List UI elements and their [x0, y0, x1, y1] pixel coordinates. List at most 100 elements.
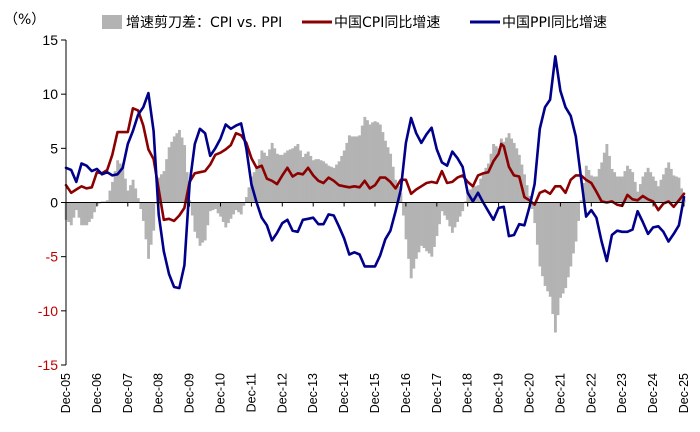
spread-area-bar [275, 153, 279, 203]
x-tick-label: Dec-24 [646, 373, 660, 413]
spread-area-bar [597, 168, 601, 203]
spread-area-bar [270, 142, 274, 203]
spread-area-bar [363, 116, 367, 203]
y-tick-label: -10 [38, 303, 58, 319]
legend-label-spread: 增速剪刀差：CPI vs. PPI [126, 15, 282, 31]
y-tick-label: -5 [46, 249, 59, 265]
spread-area-bar [409, 202, 413, 279]
spread-area-bar [386, 147, 390, 203]
spread-area-bar [219, 202, 223, 217]
x-tick-label: Dec-21 [553, 373, 567, 413]
spread-area-bar [564, 202, 568, 289]
spread-area-bar [450, 202, 454, 233]
spread-area-bar [579, 200, 583, 203]
x-tick-label: Dec-22 [584, 373, 598, 413]
spread-area-bar [587, 170, 591, 203]
spread-area-bar [458, 202, 462, 217]
y-tick-label: 10 [42, 86, 58, 102]
spread-area-bar [420, 202, 423, 246]
spread-area-bar [82, 202, 86, 226]
spread-area-bar [497, 148, 501, 203]
spread-area-bar [216, 202, 220, 214]
spread-area-bar [502, 141, 506, 203]
spread-area-bar [641, 176, 645, 203]
spread-area-bar [224, 202, 228, 228]
spread-area-bar [559, 202, 562, 298]
spread-area-bar [461, 202, 465, 212]
spread-area-bar [111, 181, 114, 203]
spread-area-bar [626, 165, 629, 203]
spread-area-bar [262, 152, 266, 203]
spread-area-bar [353, 136, 356, 203]
spread-area-bar [77, 202, 81, 218]
spread-area-bar [214, 202, 217, 209]
spread-area-bar [551, 202, 555, 315]
spread-area-bar [234, 202, 238, 211]
spread-area-bar [631, 172, 635, 203]
x-tick-label: Dec-19 [492, 373, 506, 413]
spread-area-bar [571, 202, 575, 254]
spread-area-bar [90, 202, 94, 219]
spread-area-bar [590, 175, 593, 203]
spread-area-bar [376, 122, 380, 203]
spread-area-bar [412, 202, 416, 269]
x-tick-label: Dec-07 [121, 373, 135, 413]
spread-area-bar [208, 202, 212, 212]
spread-area-bar [605, 144, 609, 203]
spread-area-bar [556, 202, 560, 316]
spread-area-bar [283, 152, 287, 203]
spread-area-bar [69, 202, 73, 226]
spread-area-bar [389, 153, 393, 203]
spread-area-bar [144, 202, 148, 240]
spread-area-bar [123, 178, 127, 203]
x-tick-label: Dec-06 [90, 373, 104, 413]
x-tick-label: Dec-18 [461, 373, 475, 413]
spread-area-bar [116, 160, 120, 203]
spread-area-bar [435, 202, 439, 237]
spread-area-bar [244, 197, 248, 203]
spread-area-bar [381, 132, 385, 203]
spread-area-bar [239, 202, 243, 215]
spread-area-bar [481, 173, 485, 203]
x-tick-label: Dec-14 [337, 373, 351, 413]
spread-area-bar [347, 135, 351, 203]
spread-area-bar [487, 163, 490, 203]
spread-area-bar [342, 150, 346, 203]
spread-area-bar [350, 136, 354, 203]
spread-area-bar [167, 147, 171, 203]
spread-area-bar [492, 144, 496, 203]
x-tick-label: Dec-10 [214, 373, 228, 413]
spread-area-bar [162, 171, 166, 203]
spread-area-bar [574, 202, 578, 242]
spread-area-bar [669, 168, 673, 203]
spread-area-bar [301, 157, 305, 203]
spread-area-bar [553, 202, 557, 333]
spread-area-bar [644, 172, 647, 203]
spread-area-bar [103, 201, 107, 203]
spread-area-bar [448, 202, 452, 227]
spread-area-bar [252, 172, 256, 203]
spread-area-bar [453, 202, 457, 228]
spread-area-bar [541, 202, 544, 277]
spread-area-bar [121, 166, 125, 203]
spread-area-bar [147, 202, 150, 259]
ppi-line [64, 55, 686, 290]
spread-area-bar [237, 202, 241, 213]
spread-area-bar [85, 202, 89, 226]
spread-area-bar [618, 176, 622, 203]
spread-area-bar [646, 167, 650, 203]
x-tick-label: Dec-23 [615, 373, 629, 413]
spread-area-bar [489, 153, 493, 203]
spread-area-bar [456, 202, 459, 222]
spread-area-bar [273, 148, 277, 203]
spread-area-bar [633, 181, 637, 203]
spread-area-bar [358, 135, 362, 203]
spread-area-bar [636, 191, 640, 203]
spread-area-bar [538, 202, 542, 267]
spread-area-bar [201, 202, 205, 243]
y-tick-label: 0 [50, 195, 58, 211]
x-tick-label: Dec-16 [399, 373, 413, 413]
spread-area-bar [620, 176, 624, 203]
y-tick-label: -15 [38, 357, 58, 373]
spread-area-bar [131, 179, 135, 203]
